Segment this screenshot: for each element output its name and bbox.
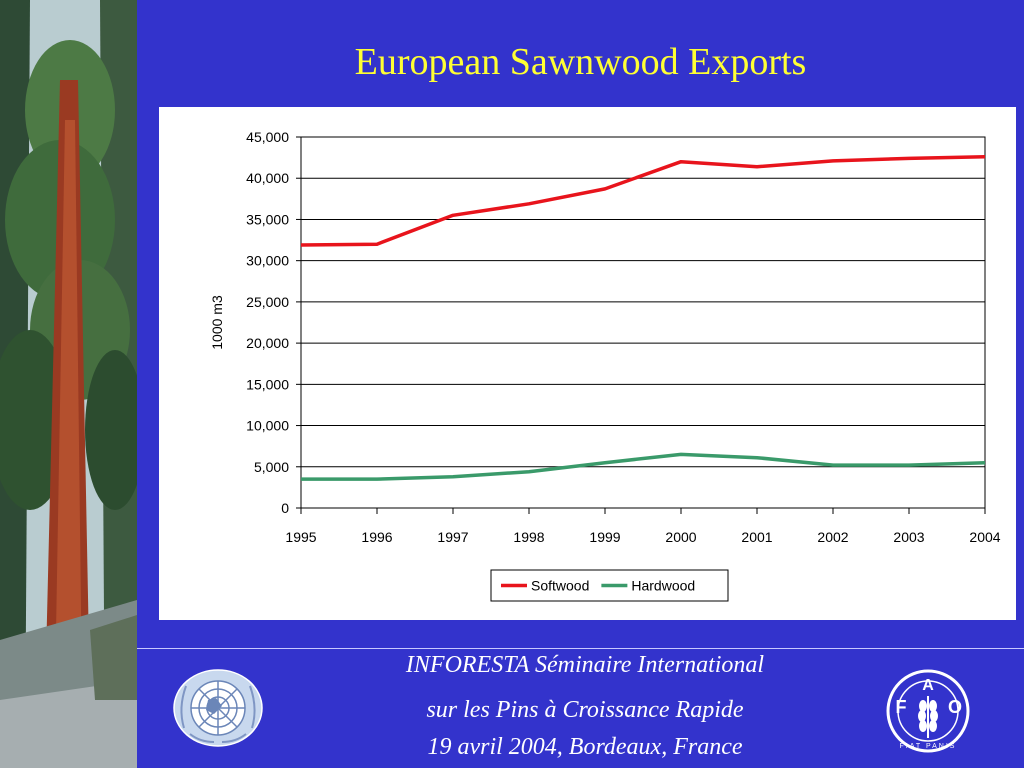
x-tick-label: 1997 (437, 529, 468, 545)
footer-divider (137, 648, 1024, 649)
fao-letter-f: F (896, 697, 907, 717)
plot-frame (300, 136, 986, 509)
y-tick-label: 0 (281, 500, 289, 516)
y-tick-label: 30,000 (246, 253, 289, 269)
line-chart: 0 5,000 10,000 15,000 20,000 25,000 30,000 35,0… (209, 129, 1001, 602)
un-emblem-icon (170, 668, 266, 748)
x-tick-label: 2002 (817, 529, 848, 545)
tree-photo (0, 0, 137, 768)
fao-letter-a: A (922, 677, 934, 694)
y-tick-label: 25,000 (246, 294, 289, 310)
y-tick-label: 45,000 (246, 129, 289, 145)
fao-logo-icon: A F O FIAT PANIS (885, 668, 971, 754)
y-tick-label: 20,000 (246, 335, 289, 351)
x-tick-label: 2001 (741, 529, 772, 545)
y-tick-label: 35,000 (246, 211, 289, 227)
chart-panel: 0 5,000 10,000 15,000 20,000 25,000 30,000 35,0… (159, 107, 1016, 620)
y-tick-label: 10,000 (246, 418, 289, 434)
x-tick-label: 1998 (513, 529, 544, 545)
x-tick-label: 2000 (665, 529, 696, 545)
y-tick-label: 40,000 (246, 170, 289, 186)
fao-motto: FIAT PANIS (900, 743, 957, 750)
x-tick-label: 1999 (589, 529, 620, 545)
footer-line-1: INFORESTA Séminaire International (405, 652, 765, 678)
x-tick-label: 2004 (969, 529, 1000, 545)
y-axis-label: 1000 m3 (209, 295, 225, 350)
series-line-hardwood (301, 452, 986, 481)
x-tick-label: 2003 (893, 529, 924, 545)
x-tick-label: 1996 (361, 529, 392, 545)
y-tick-label: 15,000 (246, 376, 289, 392)
fao-letter-o: O (948, 697, 962, 717)
slide-title: European Sawnwood Exports (354, 41, 807, 83)
footer-line-2: sur les Pins à Croissance Rapide (426, 697, 744, 723)
footer-line-3: 19 avril 2004, Bordeaux, France (427, 734, 743, 760)
legend-label-softwood: Softwood (531, 578, 589, 594)
legend-label-hardwood: Hardwood (631, 578, 695, 594)
series-line-softwood (300, 155, 986, 247)
y-tick-label: 5,000 (254, 459, 289, 475)
x-tick-label: 1995 (285, 529, 316, 545)
